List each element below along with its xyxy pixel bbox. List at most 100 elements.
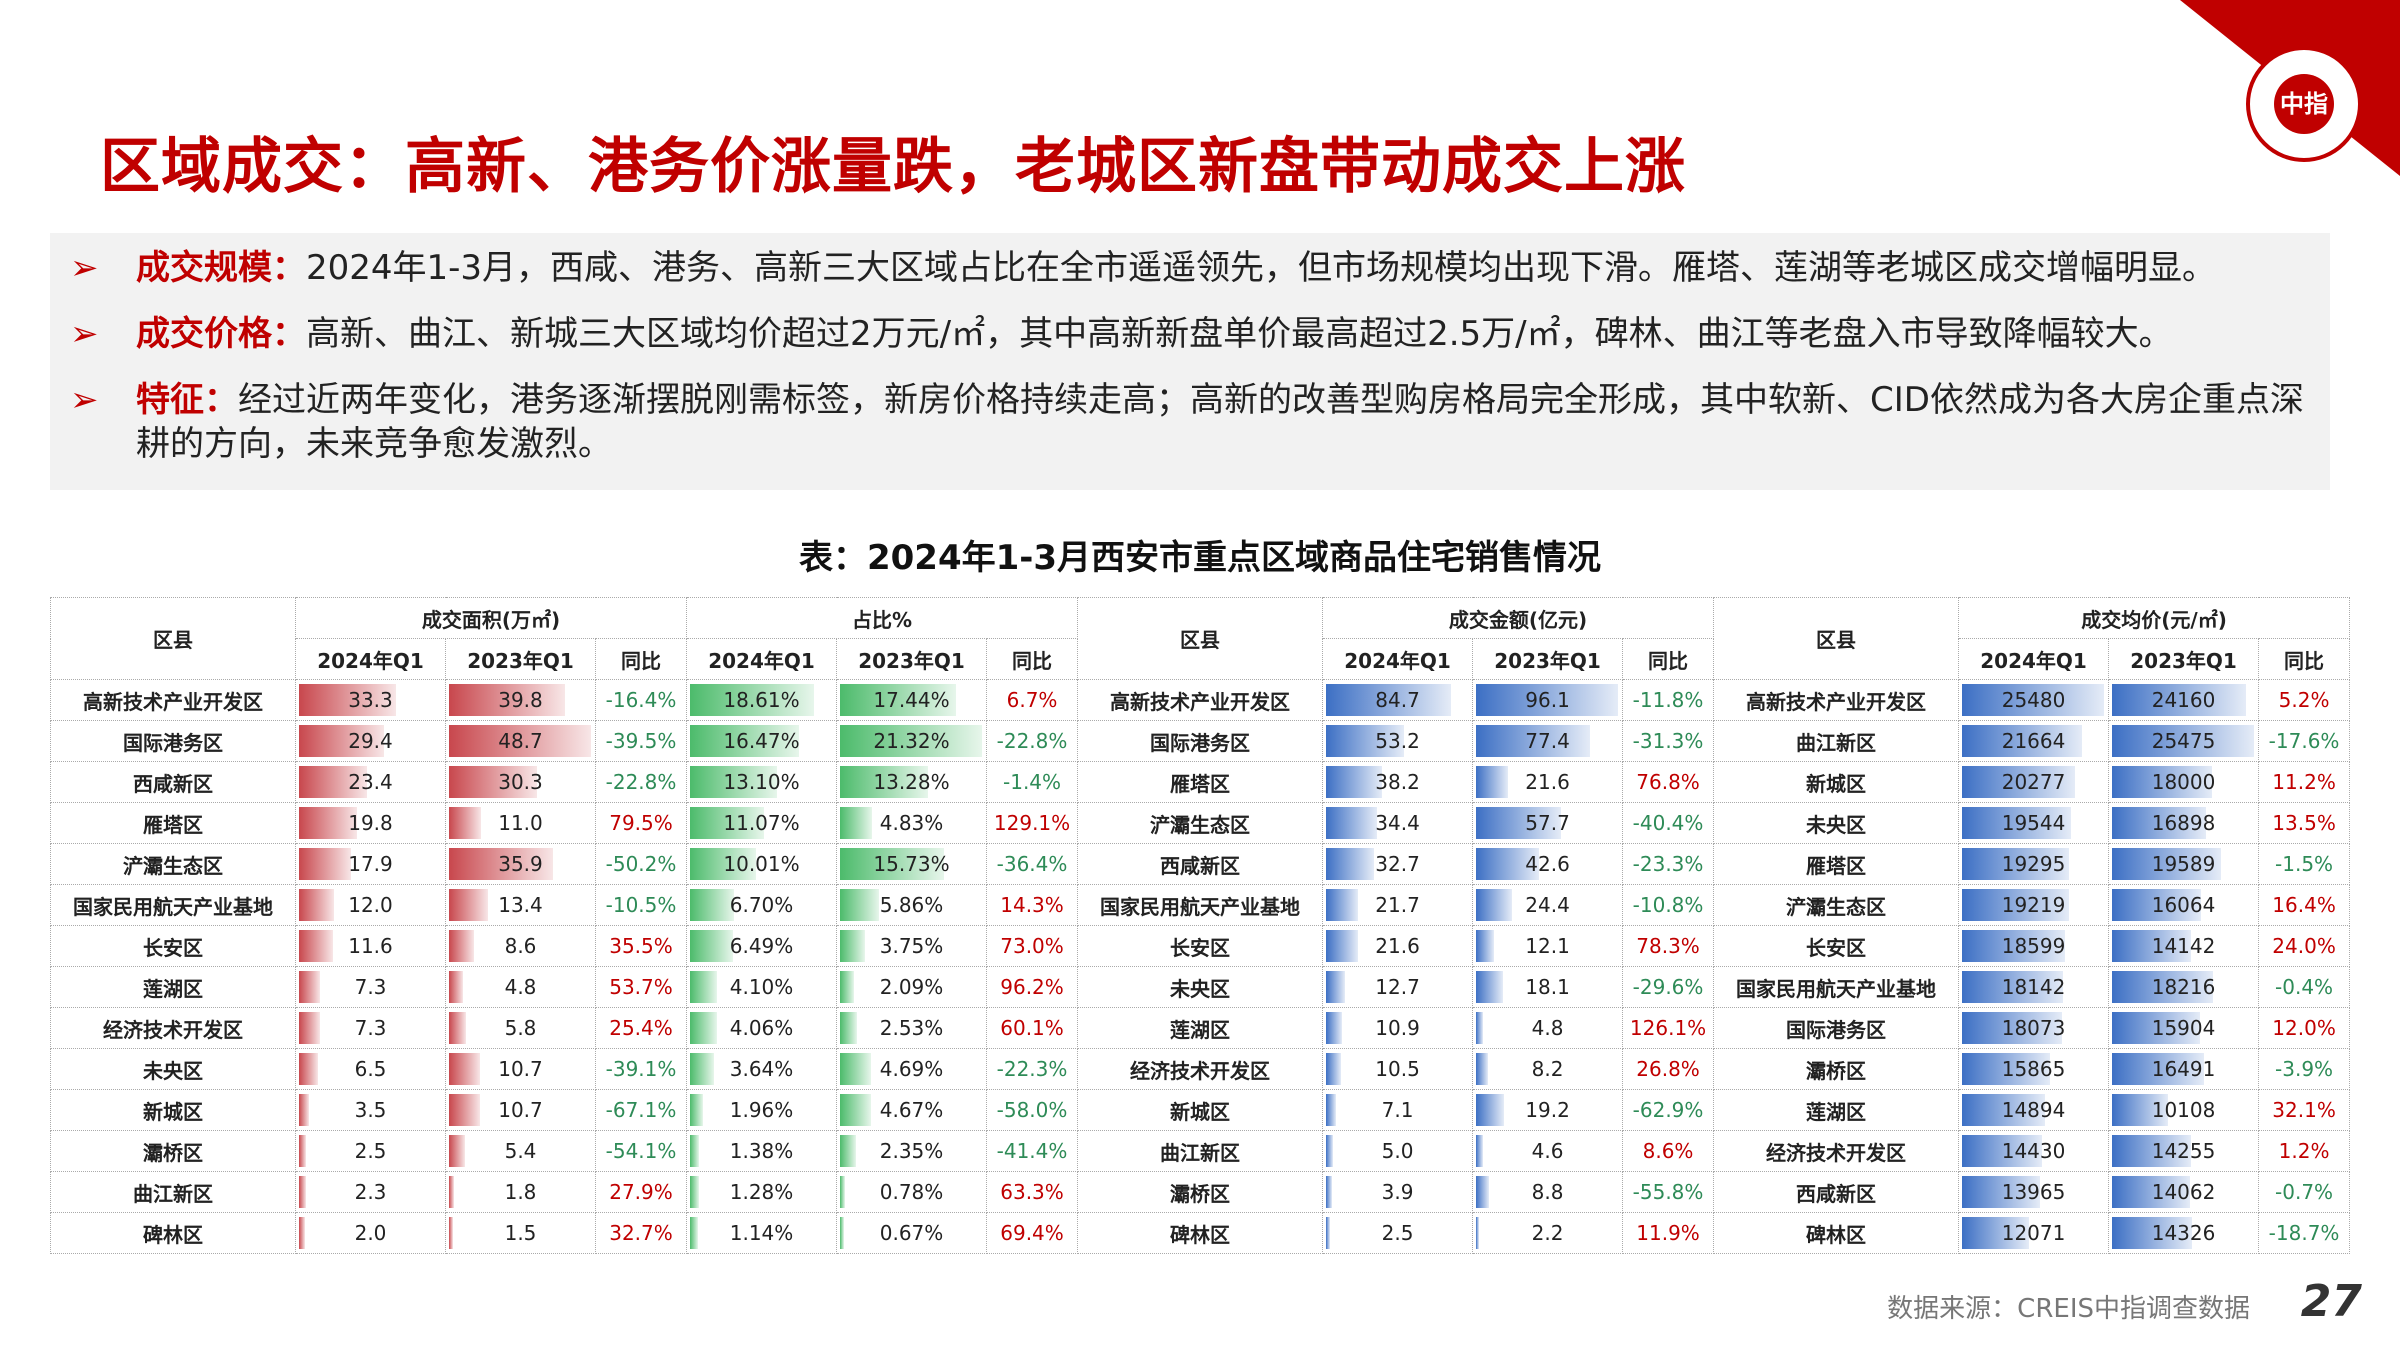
page-number: 27 <box>2300 1276 2362 1327</box>
district: 西咸新区 <box>1077 843 1324 885</box>
yoy-cell: 32.7% <box>594 1212 688 1254</box>
bar <box>1476 766 1508 798</box>
yoy: 53.7% <box>609 975 673 999</box>
value-cell: 20277 <box>1958 761 2110 803</box>
value: 18599 <box>2001 934 2066 958</box>
bar <box>1326 766 1383 798</box>
yoy-cell: 129.1% <box>986 802 1079 844</box>
yoy-cell: -40.4% <box>1622 802 1715 844</box>
bar <box>299 1094 310 1126</box>
bar <box>840 1094 872 1126</box>
district: 高新技术产业开发区 <box>50 679 296 721</box>
bar <box>299 807 357 839</box>
bar <box>840 766 929 798</box>
yoy: -50.2% <box>605 852 677 876</box>
yoy: -58.0% <box>996 1098 1068 1122</box>
value-cell: 17.44% <box>836 679 988 721</box>
value: 10108 <box>2151 1098 2216 1122</box>
district: 莲湖区 <box>50 966 296 1008</box>
value-cell: 13.28% <box>836 761 988 803</box>
value-cell: 2.2 <box>1472 1212 1624 1254</box>
yoy: 73.0% <box>1000 934 1064 958</box>
yoy: 96.2% <box>1000 975 1064 999</box>
district: 长安区 <box>1077 925 1324 967</box>
table-row: 曲江新区 2.3 1.8 27.9% 1.28% 0.78% 63.3% 灞桥区 3.9 8.8 -… <box>50 1171 2351 1213</box>
district: 雁塔区 <box>50 802 296 844</box>
bar <box>2112 930 2191 962</box>
bar <box>449 1135 465 1167</box>
value: 24.4 <box>1525 893 1570 917</box>
title: 区域成交：高新、港务价涨量跌，老城区新盘带动成交上涨 <box>100 132 1686 202</box>
bar <box>2112 807 2206 839</box>
value-cell: 10.5 <box>1322 1048 1474 1090</box>
column-header: 2023年Q1 <box>2108 638 2260 680</box>
value: 2.2 <box>1531 1221 1564 1245</box>
value-cell: 8.2 <box>1472 1048 1624 1090</box>
value: 48.7 <box>498 729 543 753</box>
bar <box>299 766 367 798</box>
table-row: 西咸新区 23.4 30.3 -22.8% 13.10% 13.28% -1.4% 雁塔区 38… <box>50 761 2351 803</box>
bullet: ➢ 成交规模：2024年1-3月，西咸、港务、高新三大区域占比在全市遥遥领先，但市… <box>70 246 2320 290</box>
yoy-cell: 27.9% <box>594 1171 688 1213</box>
yoy: 63.3% <box>1000 1180 1064 1204</box>
column-header: 2024年Q1 <box>686 638 838 680</box>
value: 10.9 <box>1375 1016 1420 1040</box>
bullet: ➢ 特征：经过近两年变化，港务逐渐摆脱刚需标签，新房价格持续走高；高新的改善型购房… <box>70 378 2320 466</box>
value-cell: 2.53% <box>836 1007 988 1049</box>
value-cell: 19544 <box>1958 802 2110 844</box>
yoy: -31.3% <box>1632 729 1704 753</box>
bar <box>1962 766 2075 798</box>
yoy: -62.9% <box>1632 1098 1704 1122</box>
table-row: 灞桥区 2.5 5.4 -54.1% 1.38% 2.35% -41.4% 曲江新区 5.0 4.… <box>50 1130 2351 1172</box>
value-cell: 6.49% <box>686 925 838 967</box>
district-header: 区县 <box>50 597 296 680</box>
district: 碑林区 <box>50 1212 296 1254</box>
bar <box>1962 971 2063 1003</box>
value-cell: 19.8 <box>295 802 446 844</box>
bar <box>449 1053 481 1085</box>
yoy-cell: 25.4% <box>594 1007 688 1049</box>
bar <box>2112 1053 2204 1085</box>
value-cell: 0.67% <box>836 1212 988 1254</box>
value: 39.8 <box>498 688 543 712</box>
yoy: 5.2% <box>2278 688 2330 712</box>
yoy: 24.0% <box>2272 934 2336 958</box>
table-row: 国际港务区 29.4 48.7 -39.5% 16.47% 21.32% -22.8% 国际港… <box>50 720 2351 762</box>
value-cell: 14894 <box>1958 1089 2110 1131</box>
bar <box>1326 684 1451 716</box>
value-cell: 4.8 <box>1472 1007 1624 1049</box>
yoy: -0.4% <box>2275 975 2334 999</box>
bar <box>840 889 879 921</box>
yoy-cell: -22.8% <box>594 761 688 803</box>
column-header: 2024年Q1 <box>1958 638 2110 680</box>
yoy-cell: -23.3% <box>1622 843 1715 885</box>
yoy-cell: 1.2% <box>2258 1130 2351 1172</box>
bar <box>299 1176 306 1208</box>
column-header: 同比 <box>2258 638 2351 680</box>
value-cell: 18000 <box>2108 761 2260 803</box>
district-header: 区县 <box>1713 597 1960 680</box>
bar <box>1326 1176 1332 1208</box>
bar <box>2112 1217 2192 1249</box>
value-cell: 2.5 <box>1322 1212 1474 1254</box>
district: 新城区 <box>1713 761 1960 803</box>
yoy: 32.7% <box>609 1221 673 1245</box>
bar <box>299 930 333 962</box>
logo-area: 中指 <box>2180 0 2400 176</box>
value: 17.9 <box>348 852 393 876</box>
table-row: 未央区 6.5 10.7 -39.1% 3.64% 4.69% -22.3% 经济技术开发区 1… <box>50 1048 2351 1090</box>
value: 29.4 <box>348 729 393 753</box>
value-cell: 42.6 <box>1472 843 1624 885</box>
value-cell: 1.96% <box>686 1089 838 1131</box>
value: 6.5 <box>354 1057 387 1081</box>
value-cell: 3.5 <box>295 1089 446 1131</box>
table-row: 国家民用航天产业基地 12.0 13.4 -10.5% 6.70% 5.86% 14.3% 国… <box>50 884 2351 926</box>
bar <box>690 1135 700 1167</box>
bar <box>690 725 800 757</box>
group-header: 占比% <box>686 597 1079 639</box>
bar <box>299 725 385 757</box>
yoy: 60.1% <box>1000 1016 1064 1040</box>
value: 10.01% <box>723 852 800 876</box>
bar <box>840 1217 845 1249</box>
table-row: 新城区 3.5 10.7 -67.1% 1.96% 4.67% -58.0% 新城区 7.1 19… <box>50 1089 2351 1131</box>
